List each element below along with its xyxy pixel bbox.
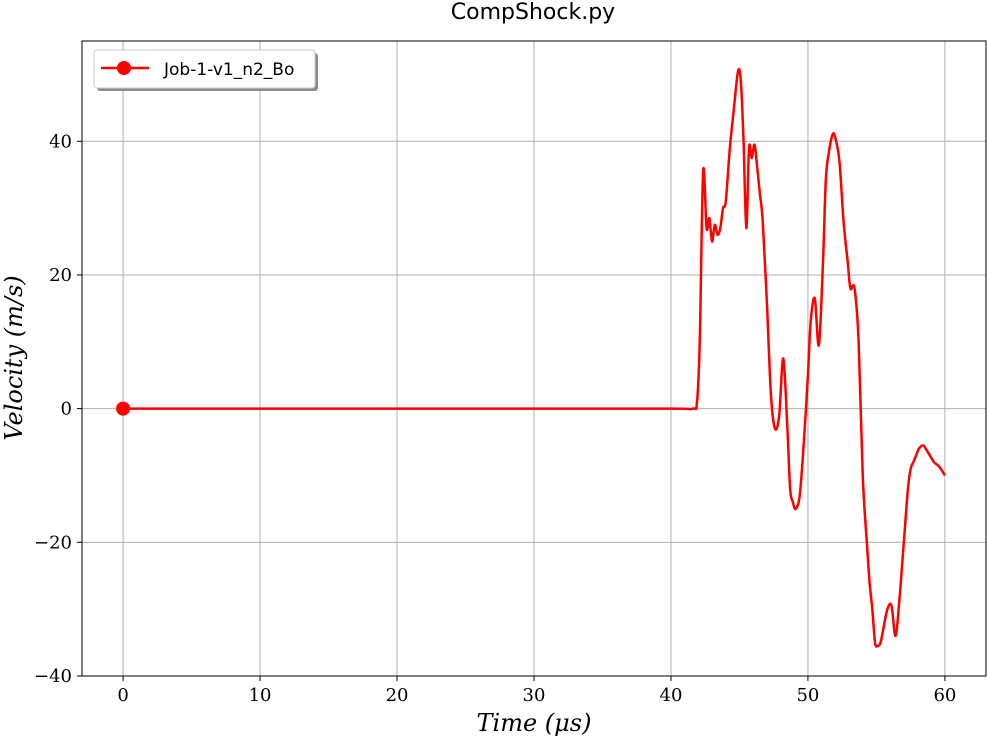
series-marker [116,401,131,416]
y-tick-label: 0 [61,399,72,420]
legend-label: Job-1-v1_n2_Bo [163,60,294,80]
x-tick-label: 60 [933,685,956,706]
x-tick-label: 40 [660,685,683,706]
y-axis-label: Velocity (m/s) [0,275,28,440]
y-tick-label: −20 [34,532,72,553]
y-tick-label: 40 [49,131,72,152]
x-tick-label: 0 [117,685,128,706]
x-tick-label: 30 [523,685,546,706]
x-axis-label-text: Time (μs) [477,709,592,737]
x-axis-label: Time (μs) [477,709,592,737]
legend: Job-1-v1_n2_Bo [93,49,318,91]
x-tick-label: 50 [796,685,819,706]
x-tick-label: 20 [386,685,409,706]
y-axis-ticks: −40 −20 0 20 40 [34,131,82,687]
x-tick-label: 10 [249,685,272,706]
chart-title: CompShock.py [451,0,615,25]
legend-marker-swatch [117,61,131,75]
series-layer [116,67,946,648]
legend-box [93,49,316,89]
y-axis-label-text: Velocity (m/s) [0,275,28,440]
x-axis-ticks: 0 10 20 30 40 50 60 [117,676,956,706]
series-line-0 [123,67,946,648]
grid [82,41,986,677]
y-tick-label: −40 [34,666,72,687]
y-tick-label: 20 [49,265,72,286]
